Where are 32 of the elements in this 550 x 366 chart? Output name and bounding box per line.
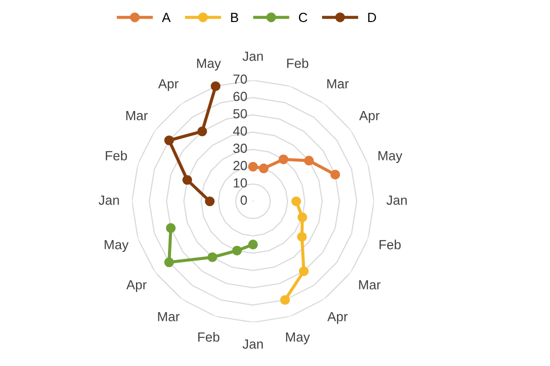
spoke-label: Feb [198, 332, 220, 342]
spoke-label: May [378, 151, 402, 163]
y-tick-label: 0 [240, 196, 247, 205]
legend-label: A [162, 12, 171, 22]
y-tick-label: 70 [233, 74, 247, 84]
spoke-label: Feb [287, 58, 308, 68]
spoke-label: Jan [98, 196, 119, 205]
spoke-label: May [104, 240, 129, 252]
legend-label: B [231, 12, 238, 22]
spoke-label: Mar [359, 280, 381, 290]
spoke-label: Mar [327, 79, 349, 88]
spoke-label: Jan [242, 340, 263, 349]
spoke-label: Jan [242, 52, 263, 61]
spoke-label: Apr [158, 79, 178, 92]
spoke-label: Mar [158, 312, 180, 322]
y-tick-label: 50 [233, 109, 247, 118]
y-tick-label: 40 [233, 126, 247, 136]
spoke-label: Feb [380, 240, 401, 250]
spoke-label: Jan [386, 196, 407, 205]
y-tick-label: 60 [233, 92, 247, 102]
spoke-label: Mar [126, 111, 148, 120]
y-tick-label: 20 [233, 160, 247, 170]
spoke-label: Feb [106, 150, 127, 160]
legend-label: D [368, 12, 376, 22]
spoke-label: Apr [327, 312, 348, 324]
spoke-label: Apr [126, 280, 147, 292]
y-tick-label: 10 [234, 178, 247, 188]
spoke-label: May [286, 332, 310, 344]
legend-label: C [298, 12, 308, 22]
y-tick-label: 30 [233, 144, 247, 153]
spoke-label: May [197, 58, 221, 71]
spoke-label: Apr [359, 111, 380, 123]
